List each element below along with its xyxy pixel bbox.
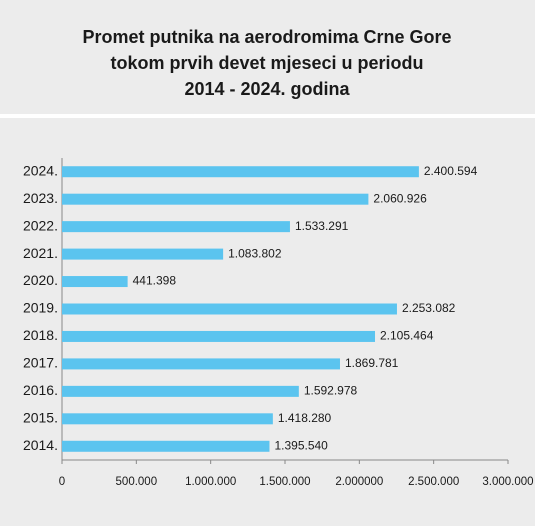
data-label: 2.253.082 bbox=[402, 301, 456, 315]
x-tick-label: 2.000000 bbox=[335, 476, 383, 488]
data-label: 1.869.781 bbox=[345, 356, 399, 370]
bar bbox=[62, 193, 369, 205]
y-tick-label: 2024. bbox=[23, 162, 58, 178]
bar bbox=[62, 385, 299, 397]
bar bbox=[62, 221, 290, 233]
bar bbox=[62, 303, 397, 315]
x-tick-label: 500.000 bbox=[116, 476, 158, 488]
y-tick-label: 2015. bbox=[23, 410, 58, 426]
y-tick-label: 2021. bbox=[23, 245, 58, 261]
x-tick-label: 0 bbox=[59, 476, 65, 488]
bar bbox=[62, 413, 273, 425]
x-tick-label: 1.000.000 bbox=[185, 476, 236, 488]
y-tick-label: 2018. bbox=[23, 327, 58, 343]
data-label: 1.083.802 bbox=[228, 246, 282, 260]
x-tick-label: 1.500.000 bbox=[259, 476, 310, 488]
chart-title: Promet putnika na aerodromima Crne Gore bbox=[82, 27, 451, 47]
bar bbox=[62, 166, 419, 178]
data-label: 2.400.594 bbox=[424, 164, 478, 178]
bar bbox=[62, 330, 376, 342]
x-tick-label: 3.000.000 bbox=[482, 476, 533, 488]
bar bbox=[62, 358, 340, 370]
data-label: 2.060.926 bbox=[373, 191, 427, 205]
y-tick-label: 2016. bbox=[23, 382, 58, 398]
data-label: 1.418.280 bbox=[278, 411, 332, 425]
data-label: 1.395.540 bbox=[274, 438, 328, 452]
y-tick-label: 2020. bbox=[23, 272, 58, 288]
data-label: 2.105.464 bbox=[380, 329, 434, 343]
data-label: 1.533.291 bbox=[295, 219, 349, 233]
chart-title: 2014 - 2024. godina bbox=[184, 79, 350, 99]
data-label: 441.398 bbox=[133, 274, 177, 288]
y-tick-label: 2017. bbox=[23, 355, 58, 371]
y-tick-label: 2022. bbox=[23, 217, 58, 233]
y-tick-label: 2019. bbox=[23, 300, 58, 316]
plot-panel bbox=[0, 118, 535, 526]
y-tick-label: 2023. bbox=[23, 190, 58, 206]
x-tick-label: 2.500.000 bbox=[408, 476, 459, 488]
bar bbox=[62, 248, 224, 260]
bar bbox=[62, 440, 270, 452]
data-label: 1.592.978 bbox=[304, 384, 358, 398]
bar bbox=[62, 276, 128, 288]
chart-title: tokom prvih devet mjeseci u periodu bbox=[110, 53, 423, 73]
y-tick-label: 2014. bbox=[23, 437, 58, 453]
title-panel bbox=[0, 0, 535, 114]
